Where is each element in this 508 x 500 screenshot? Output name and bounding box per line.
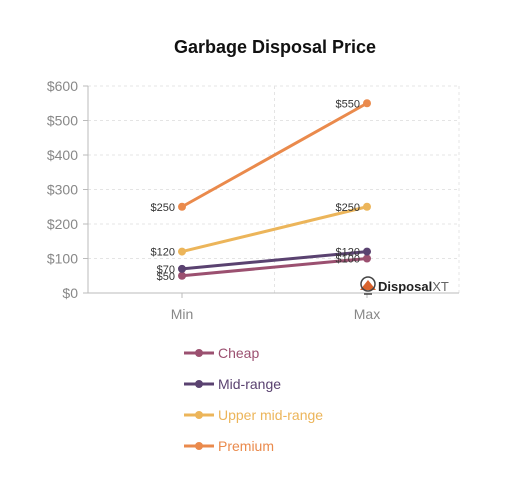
data-point [363, 247, 371, 256]
legend-item[interactable]: Mid-range [184, 376, 281, 392]
grid [88, 85, 460, 293]
svg-text:DisposalXT: DisposalXT [378, 279, 449, 294]
y-tick-label: $300 [47, 182, 78, 198]
legend-label: Cheap [218, 345, 259, 361]
series-line-mid-range [180, 250, 369, 271]
brand-watermark: DisposalXT [360, 276, 449, 295]
y-tick-label: $100 [47, 251, 78, 267]
data-label: $50 [157, 271, 175, 283]
data-labels: $50 $100 $70 $120 $120 $250 $250 $550 [151, 98, 360, 283]
y-tick-label: $500 [47, 113, 78, 129]
brand-name-bold: Disposal [378, 279, 432, 294]
series-line-premium [180, 101, 369, 209]
data-label: $250 [151, 202, 175, 214]
series-line-upper-mid-range [180, 205, 369, 254]
legend-item[interactable]: Cheap [184, 345, 259, 361]
legend-label: Premium [218, 438, 274, 454]
data-label: $120 [151, 247, 175, 259]
data-label: $550 [336, 98, 360, 110]
legend-swatch-marker [195, 411, 203, 419]
series-lines [178, 99, 371, 280]
data-label: $120 [336, 247, 360, 259]
data-label: $70 [157, 264, 175, 276]
x-tick-label: Max [354, 306, 380, 322]
series-line-cheap [180, 257, 369, 278]
y-tick-label: $400 [47, 147, 78, 163]
legend-item[interactable]: Upper mid-range [184, 407, 323, 423]
y-tick-label: $200 [47, 216, 78, 232]
data-label: $250 [336, 202, 360, 214]
brand-name-light: XT [432, 279, 449, 294]
data-point [178, 264, 186, 273]
data-point [178, 271, 186, 280]
legend-label: Mid-range [218, 376, 281, 392]
legend: Cheap Mid-range Upper mid-range Premium [184, 345, 323, 454]
legend-swatch-marker [195, 380, 203, 388]
data-label: $100 [336, 254, 360, 266]
data-point [363, 254, 371, 263]
legend-item[interactable]: Premium [184, 438, 274, 454]
data-point [363, 99, 371, 108]
data-point [178, 247, 186, 256]
data-point [363, 202, 371, 211]
brand-logo-icon [360, 276, 376, 295]
chart-title: Garbage Disposal Price [174, 37, 376, 57]
x-tick-label: Min [171, 306, 194, 322]
legend-label: Upper mid-range [218, 407, 323, 423]
legend-swatch-marker [195, 349, 203, 357]
y-tick-label: $600 [47, 78, 78, 94]
data-point [178, 202, 186, 211]
axes: $0 $100 $200 $300 $400 $500 $600 Min Max [47, 78, 459, 322]
y-tick-label: $0 [62, 285, 78, 301]
legend-swatch-marker [195, 442, 203, 450]
